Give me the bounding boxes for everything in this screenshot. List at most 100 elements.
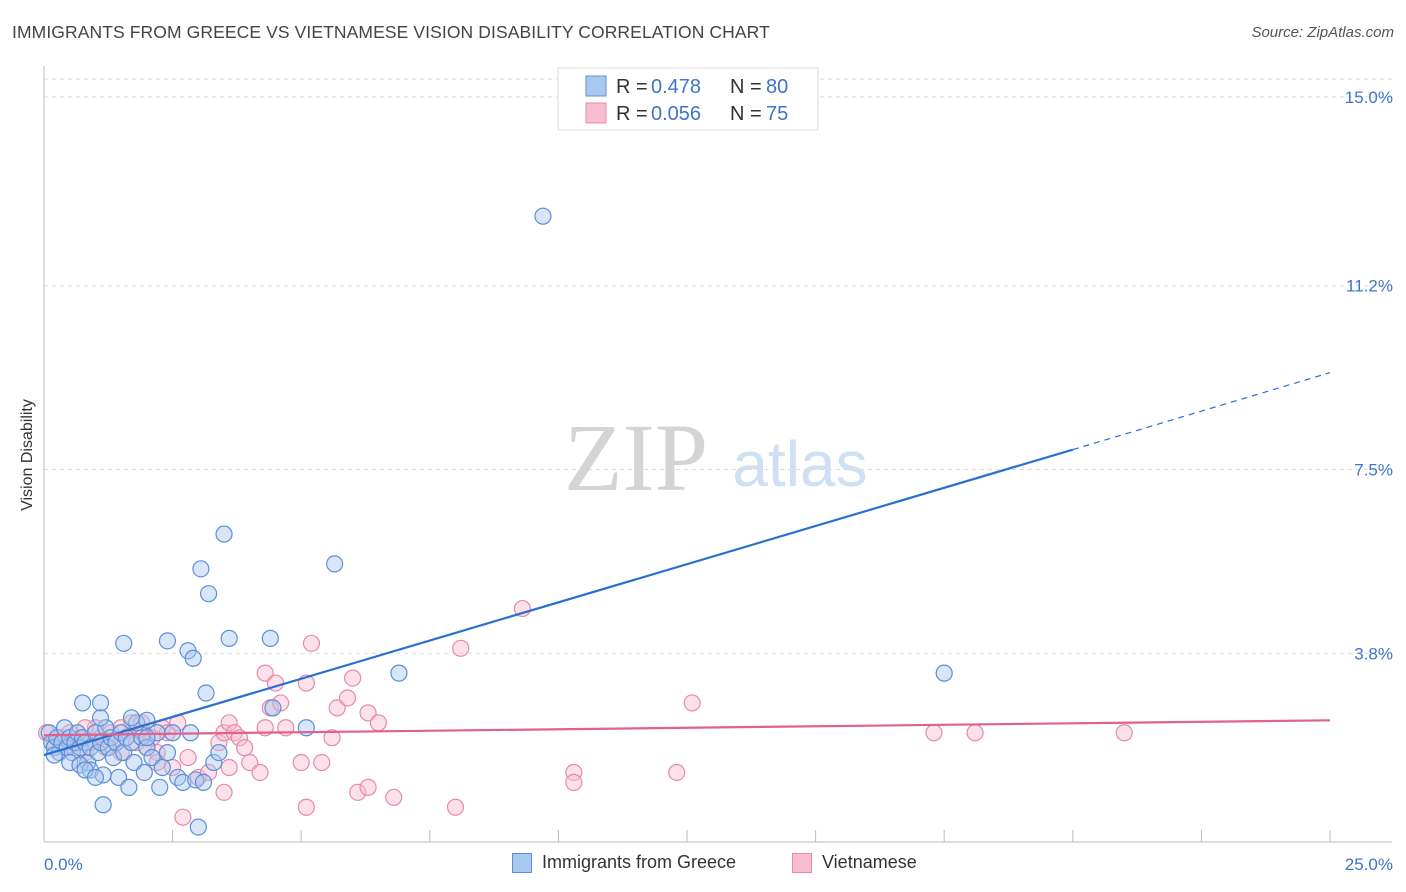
greece-trend-extension (1072, 372, 1331, 451)
legend-item-vietnamese: Vietnamese (792, 852, 917, 873)
vietnamese-point (668, 763, 686, 782)
vietnamese-point (369, 714, 387, 732)
vietnamese-point (189, 768, 207, 787)
vietnamese-point (359, 778, 377, 796)
vietnamese-point (220, 758, 238, 777)
watermark: ZIP atlas (564, 404, 868, 511)
greece-point (61, 753, 79, 772)
greece-point (151, 778, 169, 796)
greece-point (215, 525, 233, 543)
greece-point (297, 719, 315, 737)
legend-r-value-1: 0.478 (651, 76, 701, 98)
legend-swatch-vietnamese (792, 852, 812, 873)
vietnamese-point (236, 739, 254, 757)
vietnamese-point (256, 664, 274, 682)
greece-point (109, 768, 128, 787)
legend-n-label-2: N = (730, 103, 762, 125)
source-label: Source: ZipAtlas.com (1251, 24, 1394, 41)
greece-point (935, 664, 953, 682)
greece-point (264, 699, 282, 717)
correlation-legend: R = 0.478 N = 80 R = 0.056 N = 75 (557, 67, 819, 131)
greece-point (184, 649, 202, 667)
vietnamese-point (966, 724, 984, 742)
vietnamese-point (452, 639, 470, 657)
greece-point (91, 709, 110, 727)
legend-swatch-pink (585, 102, 607, 124)
y-tick-label: 15.0% (1345, 88, 1393, 107)
greece-point (91, 694, 110, 712)
vietnamese-point (1115, 724, 1133, 742)
greece-point (390, 664, 408, 682)
vietnamese-point (328, 699, 346, 717)
vietnamese-trend-line (43, 719, 1331, 737)
greece-point (138, 739, 156, 757)
vietnamese-point (323, 729, 341, 747)
vietnamese-point (683, 694, 701, 712)
series-legend: Immigrants from Greece Vietnamese (0, 852, 1406, 878)
vietnamese-point (148, 753, 166, 772)
vietnamese-point (565, 763, 583, 782)
vietnamese-point (251, 763, 269, 782)
greece-point (194, 773, 213, 792)
greece-point (73, 694, 92, 712)
vietnamese-point (565, 773, 583, 792)
legend-label-greece: Immigrants from Greece (542, 852, 737, 872)
legend-n-value-1: 80 (766, 76, 788, 98)
vietnamese-point (297, 798, 315, 816)
axes (43, 66, 1392, 843)
greece-point (115, 634, 133, 652)
chart-title: IMMIGRANTS FROM GREECE VS VIETNAMESE VIS… (12, 22, 770, 42)
greece-point (153, 758, 171, 777)
legend-n-label-1: N = (730, 76, 762, 98)
greece-point (71, 756, 89, 774)
vietnamese-point (925, 724, 943, 742)
vietnamese-point (338, 689, 357, 707)
greece-point (205, 753, 223, 772)
y-tick-labels: 3.8% 7.5% 11.2% 15.0% (1345, 88, 1393, 663)
watermark-atlas: atlas (732, 428, 867, 500)
vietnamese-point (359, 704, 377, 722)
legend-item-greece: Immigrants from Greece (512, 852, 736, 873)
greece-point (189, 818, 207, 836)
legend-label-vietnamese: Vietnamese (822, 852, 917, 872)
y-tick-label: 11.2% (1346, 277, 1393, 296)
vietnamese-point (349, 783, 367, 801)
legend-swatch-blue (585, 75, 607, 97)
vietnamese-point (292, 753, 310, 772)
vietnamese-points (37, 599, 1133, 826)
greece-point (86, 768, 105, 787)
vietnamese-point (200, 763, 218, 782)
greece-point (158, 632, 177, 650)
greece-point (158, 743, 177, 762)
greece-point (200, 585, 218, 603)
greece-point (174, 773, 192, 792)
y-tick-label: 3.8% (1354, 644, 1393, 663)
greece-point (135, 763, 153, 782)
greece-point (210, 743, 228, 762)
greece-point (220, 629, 238, 647)
y-tick-label: 7.5% (1354, 461, 1393, 480)
legend-r-value-2: 0.056 (651, 103, 701, 125)
vietnamese-point (313, 753, 331, 772)
legend-swatch-greece (512, 852, 532, 873)
legend-r-label-2: R = (616, 103, 648, 125)
greece-point (122, 709, 141, 727)
vietnamese-point (241, 753, 259, 772)
greece-point (169, 768, 187, 787)
vietnamese-point (215, 783, 233, 801)
watermark-zip: ZIP (564, 404, 708, 511)
trend-lines (43, 372, 1331, 757)
vietnamese-point (302, 634, 321, 652)
greece-point (120, 778, 138, 796)
vietnamese-point (385, 788, 403, 806)
greece-point (143, 748, 161, 767)
vietnamese-point (446, 798, 465, 816)
greece-point (192, 560, 210, 578)
vietnamese-point (344, 669, 362, 687)
x-tick-label-max: 25.0% (1345, 855, 1393, 874)
greece-point (197, 684, 215, 702)
vietnamese-point (220, 714, 238, 732)
greece-point (89, 743, 107, 762)
legend-r-label-1: R = (616, 76, 648, 98)
